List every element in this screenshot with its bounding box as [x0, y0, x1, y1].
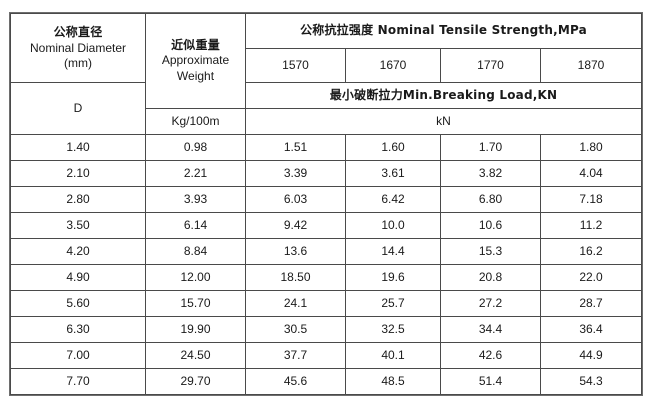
header-row-breaking-load: D 最小破断拉力Min.Breaking Load,KN — [10, 82, 643, 136]
table-row: 2.10 2.21 3.39 3.61 3.82 4.04 — [10, 160, 643, 188]
cell-breaking-load-1770: 27.2 — [440, 290, 541, 317]
cell-breaking-load-1870: 28.7 — [539, 290, 643, 317]
cell-nominal-diameter: 4.20 — [10, 238, 146, 266]
cell-nominal-diameter: 4.90 — [10, 264, 146, 292]
cell-approximate-weight: 6.14 — [145, 212, 246, 240]
cell-breaking-load-1670: 19.6 — [345, 264, 441, 292]
cell-approximate-weight: 8.84 — [145, 238, 246, 266]
cell-approximate-weight: 0.98 — [145, 134, 246, 162]
cell-breaking-load-1870: 7.18 — [539, 186, 643, 214]
cell-approximate-weight: 2.21 — [145, 160, 246, 188]
cell-nominal-diameter: 2.10 — [10, 160, 146, 188]
cell-breaking-load-1670: 40.1 — [345, 341, 441, 369]
cell-breaking-load-1770: 42.6 — [440, 341, 541, 369]
cell-nominal-diameter: 1.40 — [10, 134, 146, 162]
cell-breaking-load-1670: 25.7 — [345, 290, 441, 317]
cell-breaking-load-1670: 32.5 — [345, 315, 441, 343]
cell-breaking-load-1670: 3.61 — [345, 160, 441, 188]
cell-breaking-load-1570: 37.7 — [245, 341, 346, 369]
table-row: 4.90 12.00 18.50 19.6 20.8 22.0 — [10, 264, 643, 292]
cell-breaking-load-1670: 14.4 — [345, 238, 441, 266]
header-approximate-weight: 近似重量 Approximate Weight — [145, 12, 246, 110]
table-row: 5.60 15.70 24.1 25.7 27.2 28.7 — [10, 290, 643, 317]
cell-nominal-diameter: 3.50 — [10, 212, 146, 240]
cell-approximate-weight: 3.93 — [145, 186, 246, 214]
header-breaking-load-title: 最小破断拉力Min.Breaking Load,KN — [244, 82, 643, 110]
spec-table-container: 公称直径 Nominal Diameter (mm) 近似重量 Approxim… — [10, 12, 643, 396]
cell-breaking-load-1570: 13.6 — [245, 238, 346, 266]
cell-breaking-load-1570: 18.50 — [245, 264, 346, 292]
table-row: 6.30 19.90 30.5 32.5 34.4 36.4 — [10, 315, 643, 343]
cell-breaking-load-1670: 6.42 — [345, 186, 441, 214]
cell-nominal-diameter: 6.30 — [10, 315, 146, 343]
cell-approximate-weight: 12.00 — [145, 264, 246, 292]
cell-breaking-load-1570: 45.6 — [245, 367, 346, 396]
cell-breaking-load-1570: 6.03 — [245, 186, 346, 214]
table-row: 4.20 8.84 13.6 14.4 15.3 16.2 — [10, 238, 643, 266]
header-nominal-diameter-unit: (mm) — [64, 55, 92, 70]
cell-breaking-load-1770: 15.3 — [440, 238, 541, 266]
header-row-grades: 1570 1670 1770 1870 — [11, 47, 643, 84]
cell-breaking-load-1570: 3.39 — [245, 160, 346, 188]
cell-breaking-load-1770: 20.8 — [440, 264, 541, 292]
table-row: 3.50 6.14 9.42 10.0 10.6 11.2 — [10, 212, 643, 240]
cell-breaking-load-1670: 1.60 — [345, 134, 441, 162]
header-row-units: Kg/100m kN — [11, 108, 643, 136]
cell-approximate-weight: 24.50 — [145, 341, 246, 369]
cell-approximate-weight: 19.90 — [145, 315, 246, 343]
cell-breaking-load-1870: 1.80 — [539, 134, 643, 162]
header-tensile-strength-title: 公称抗拉强度 Nominal Tensile Strength,MPa — [244, 13, 643, 49]
cell-breaking-load-1670: 10.0 — [345, 212, 441, 240]
cell-breaking-load-1870: 22.0 — [539, 264, 643, 292]
cell-breaking-load-1870: 16.2 — [539, 238, 643, 266]
header-approximate-weight-en-1: Approximate — [161, 53, 230, 68]
header-nominal-diameter-cn: 公称直径 — [53, 25, 103, 40]
header-grade-1870: 1870 — [539, 47, 643, 84]
header-breaking-load-text: 最小破断拉力Min.Breaking Load,KN — [329, 88, 558, 103]
header-row-titles: 公称直径 Nominal Diameter (mm) 近似重量 Approxim… — [10, 12, 643, 110]
cell-breaking-load-1570: 1.51 — [245, 134, 346, 162]
cell-breaking-load-1870: 11.2 — [539, 212, 643, 240]
header-approximate-weight-cn: 近似重量 — [171, 38, 220, 53]
cell-breaking-load-1770: 34.4 — [440, 315, 541, 343]
cell-breaking-load-1570: 24.1 — [245, 290, 346, 317]
cell-breaking-load-1770: 1.70 — [440, 134, 541, 162]
header-nominal-diameter-en: Nominal Diameter — [29, 40, 127, 55]
cell-breaking-load-1770: 3.82 — [440, 160, 541, 188]
table-row: 7.00 24.50 37.7 40.1 42.6 44.9 — [10, 341, 643, 369]
wire-rope-spec-table: 公称直径 Nominal Diameter (mm) 近似重量 Approxim… — [10, 12, 643, 396]
header-tensile-strength-text: 公称抗拉强度 Nominal Tensile Strength,MPa — [300, 23, 587, 38]
header-approximate-weight-en-2: Weight — [176, 68, 215, 83]
cell-breaking-load-1770: 6.80 — [440, 186, 541, 214]
cell-nominal-diameter: 5.60 — [10, 290, 146, 317]
table-row: 2.80 3.93 6.03 6.42 6.80 7.18 — [10, 186, 643, 214]
cell-breaking-load-1770: 51.4 — [440, 367, 541, 396]
cell-breaking-load-1870: 54.3 — [539, 367, 643, 396]
cell-breaking-load-1870: 44.9 — [539, 341, 643, 369]
cell-nominal-diameter: 2.80 — [10, 186, 146, 214]
cell-approximate-weight: 29.70 — [145, 367, 246, 396]
header-weight-unit: Kg/100m — [145, 108, 246, 136]
header-nominal-diameter: 公称直径 Nominal Diameter (mm) — [10, 12, 146, 84]
header-grade-1570: 1570 — [245, 47, 346, 84]
cell-breaking-load-1870: 36.4 — [539, 315, 643, 343]
cell-breaking-load-1570: 30.5 — [245, 315, 346, 343]
cell-nominal-diameter: 7.00 — [10, 341, 146, 369]
header-grade-1670: 1670 — [345, 47, 441, 84]
table-row: 7.70 29.70 45.6 48.5 51.4 54.3 — [10, 367, 643, 396]
table-row: 1.40 0.98 1.51 1.60 1.70 1.80 — [10, 134, 643, 162]
header-breaking-load-unit: kN — [244, 108, 643, 136]
cell-approximate-weight: 15.70 — [145, 290, 246, 317]
header-grade-1770: 1770 — [440, 47, 541, 84]
cell-nominal-diameter: 7.70 — [10, 367, 146, 396]
cell-breaking-load-1670: 48.5 — [345, 367, 441, 396]
cell-breaking-load-1870: 4.04 — [539, 160, 643, 188]
table-body: 公称直径 Nominal Diameter (mm) 近似重量 Approxim… — [10, 12, 643, 396]
cell-breaking-load-1770: 10.6 — [440, 212, 541, 240]
header-diameter-symbol: D — [10, 82, 146, 136]
cell-breaking-load-1570: 9.42 — [245, 212, 346, 240]
